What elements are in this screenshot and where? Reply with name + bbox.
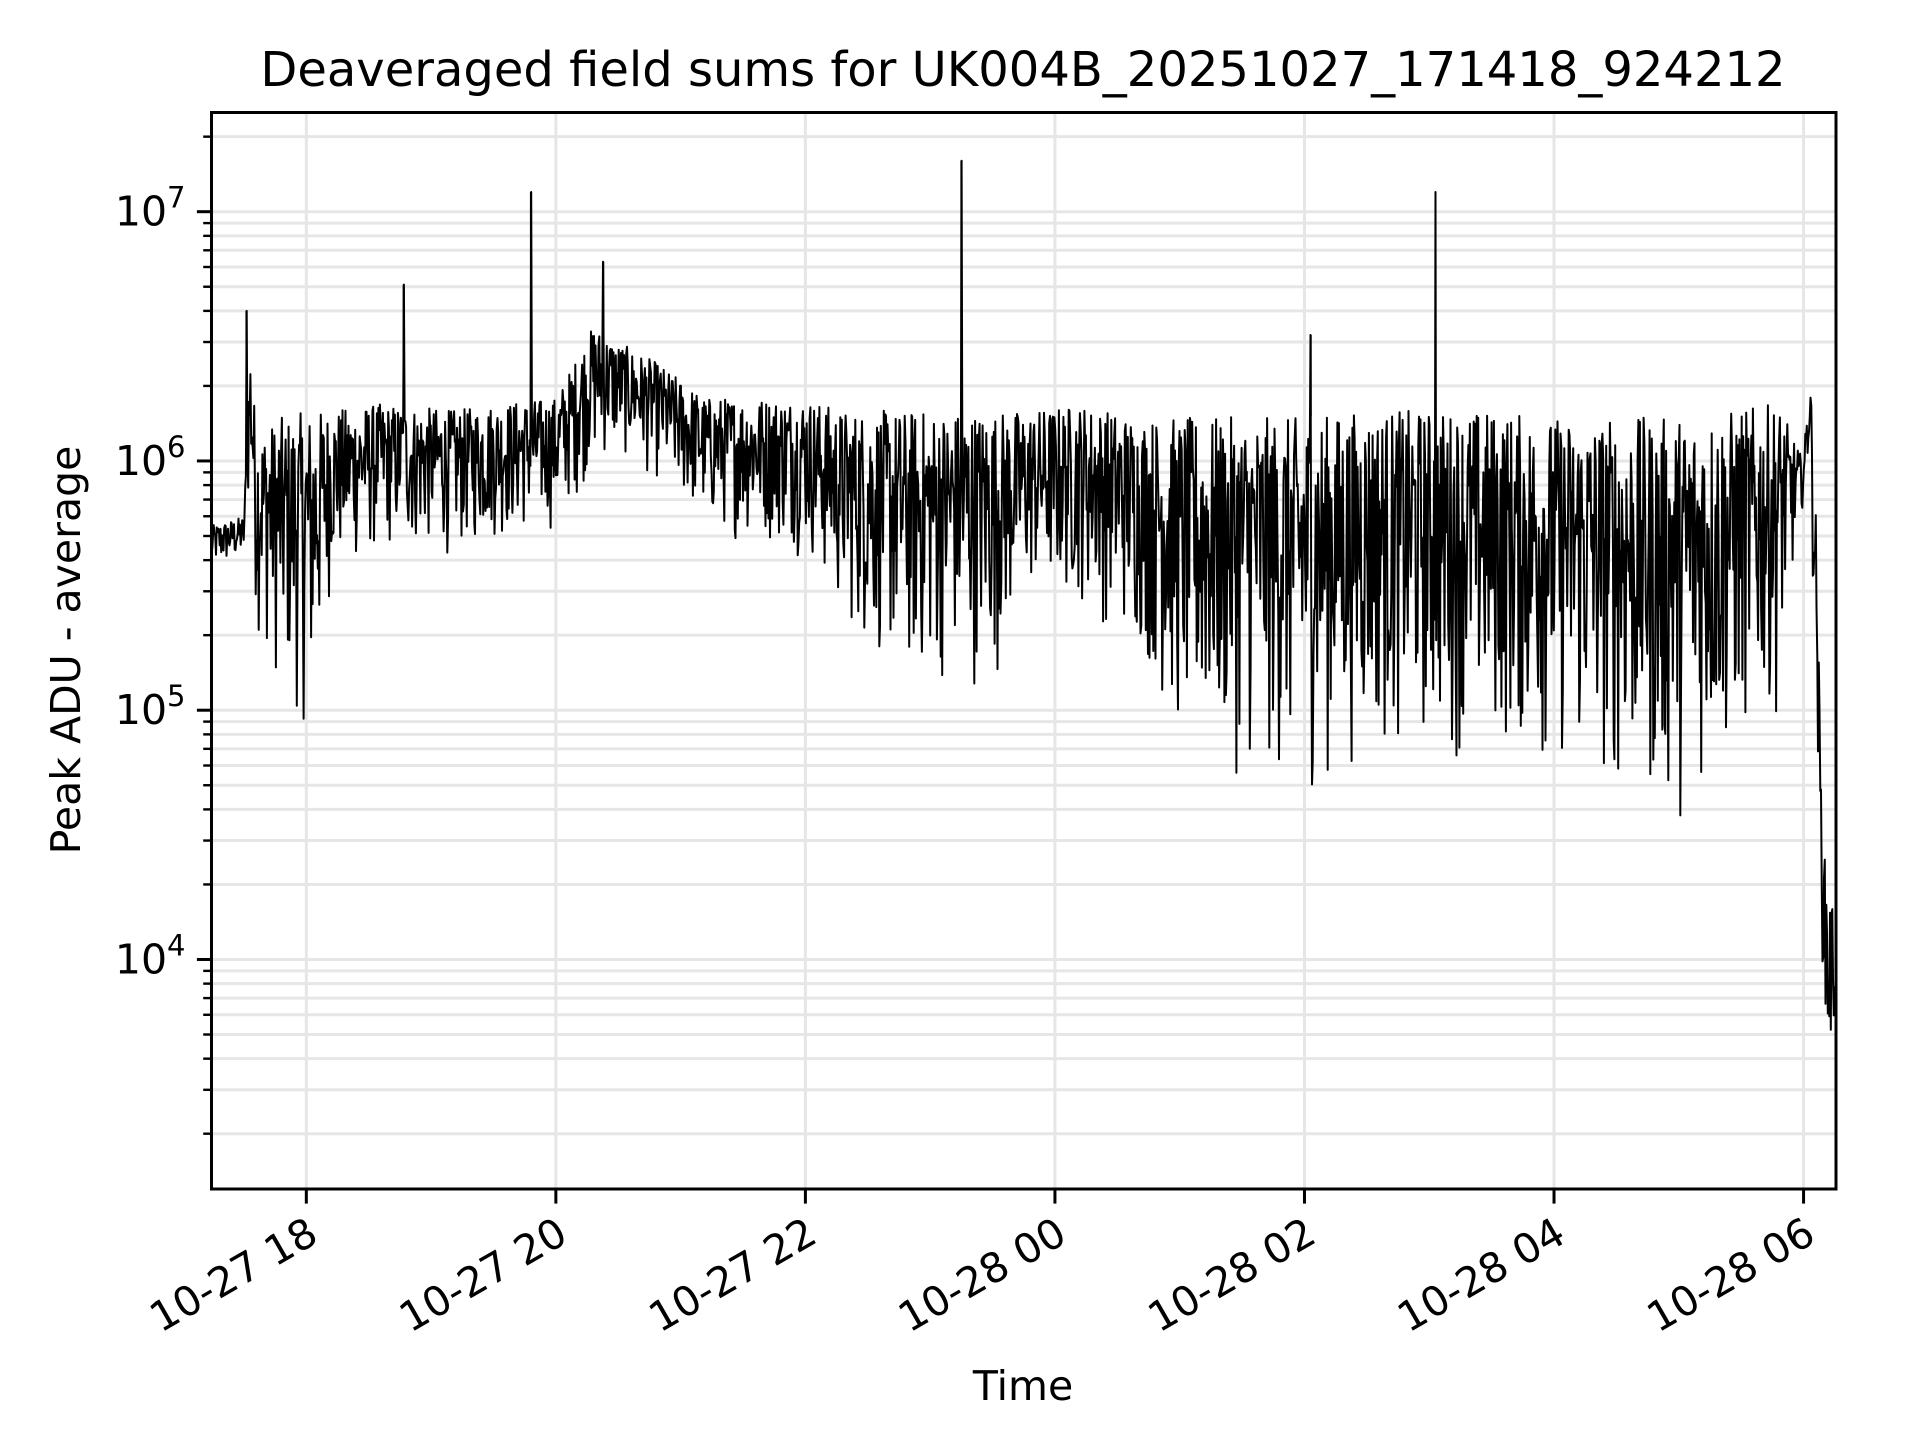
y-axis-label: Peak ADU - average xyxy=(42,446,90,855)
x-axis-label: Time xyxy=(972,1362,1073,1410)
y-tick-label-exponent: 5 xyxy=(167,679,185,713)
y-tick-label: 106 xyxy=(115,430,186,485)
x-tick-label: 10-27 22 xyxy=(641,1208,825,1342)
plot-frame xyxy=(210,111,1838,1191)
y-tick-label-base: 10 xyxy=(115,935,167,983)
chart-title: Deaveraged field sums for UK004B_2025102… xyxy=(260,42,1785,98)
y-tick-label: 107 xyxy=(115,181,186,236)
y-tick-label-base: 10 xyxy=(115,188,167,236)
y-tick-label-base: 10 xyxy=(115,686,167,734)
y-tick-label-exponent: 6 xyxy=(167,430,185,464)
y-tick-label-exponent: 4 xyxy=(167,928,185,962)
x-tick-label: 10-27 18 xyxy=(142,1208,326,1342)
x-tick-label: 10-28 06 xyxy=(1639,1208,1823,1342)
x-tick-label: 10-28 00 xyxy=(890,1208,1074,1342)
x-tick-label: 10-28 02 xyxy=(1140,1208,1324,1342)
y-tick-label: 104 xyxy=(115,928,186,983)
grid xyxy=(211,112,1836,1189)
y-tick-label-exponent: 7 xyxy=(167,181,185,215)
y-tick-label-base: 10 xyxy=(115,437,167,485)
x-tick-label: 10-27 20 xyxy=(391,1208,575,1342)
y-tick-label: 105 xyxy=(115,679,186,734)
data-series xyxy=(210,159,1837,1031)
x-tick-label: 10-28 04 xyxy=(1389,1208,1573,1342)
x-axis: 10-27 18 10-27 20 10-27 22 10-28 00 10-28 02… xyxy=(142,1189,1823,1342)
series-line xyxy=(210,159,1837,1031)
